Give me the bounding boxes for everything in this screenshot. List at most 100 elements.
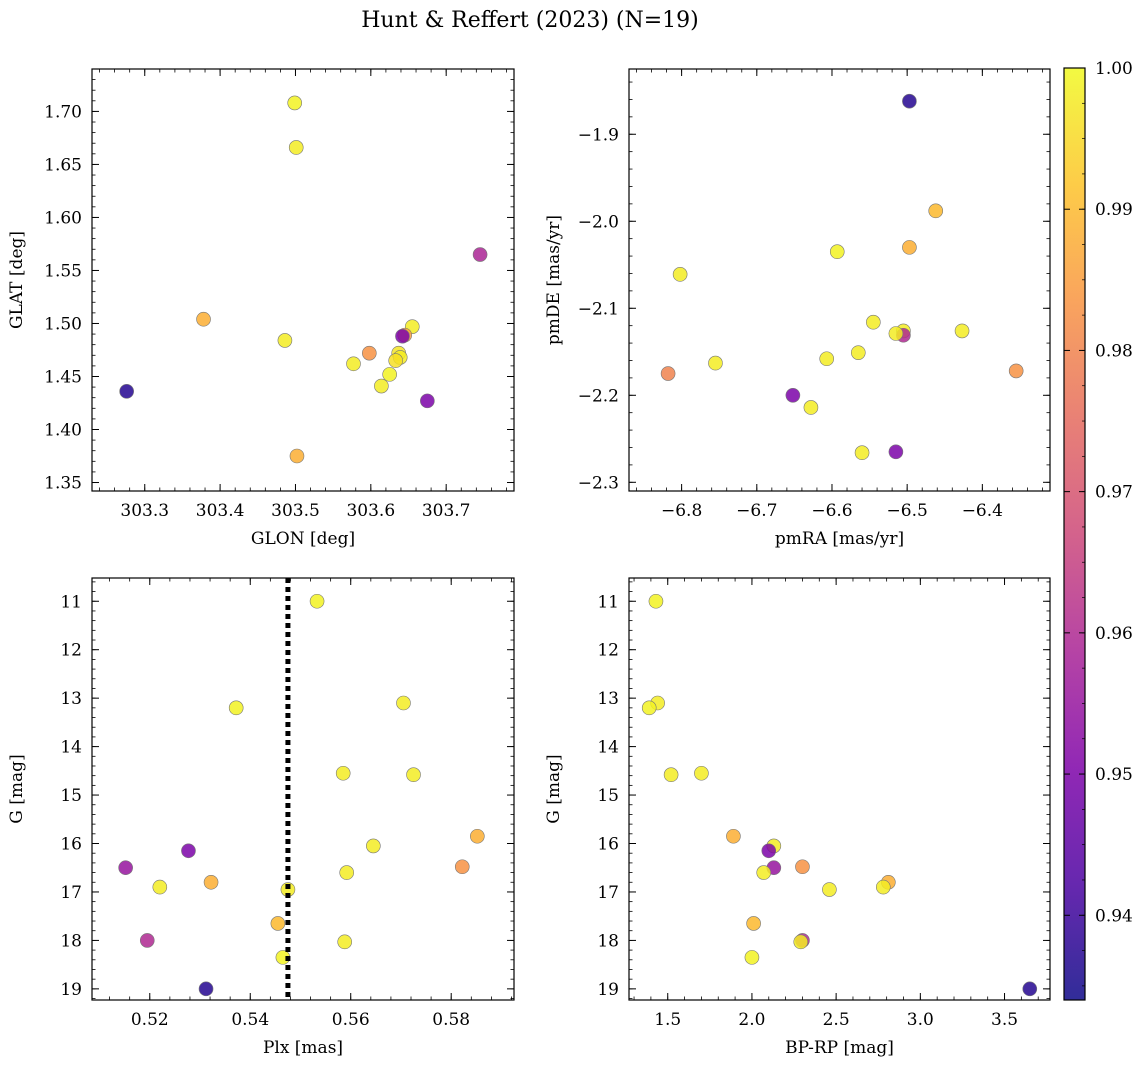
y-tick-label: 19 <box>597 980 619 1000</box>
data-point <box>382 367 397 382</box>
x-tick-label: −6.5 <box>887 501 928 521</box>
y-tick-label: 1.35 <box>44 474 82 494</box>
x-tick-label: 0.54 <box>231 1010 269 1030</box>
y-tick-label: −1.9 <box>578 125 619 145</box>
y-tick-label: 1.70 <box>44 102 82 122</box>
data-point <box>641 700 657 716</box>
x-tick-label: −6.4 <box>962 501 1003 521</box>
data-point <box>708 355 723 371</box>
data-point <box>660 366 676 381</box>
data-point <box>819 351 835 367</box>
y-tick-label: 1.65 <box>44 155 82 175</box>
y-tick-label: 16 <box>60 835 82 855</box>
y-axis-label: GLAT [deg] <box>7 231 27 329</box>
data-point <box>756 865 772 880</box>
x-tick-label: 3.5 <box>991 1010 1018 1030</box>
panel-bprp-g: 1.5 2.0 2.5 3.0 3.5 11 12 13 14 15 16 17 18 19 BP-RP [… <box>544 577 1051 1058</box>
panel-glon-glat: 303.3 303.4 303.5 303.6 303.7 1.35 1.40 1.45 1.5… <box>7 68 515 549</box>
data-point <box>198 981 214 997</box>
data-point <box>954 323 970 339</box>
data-point <box>139 933 155 948</box>
x-tick-label: 303.6 <box>346 501 395 521</box>
data-point <box>663 767 679 783</box>
data-point <box>118 860 133 876</box>
data-point <box>277 333 293 348</box>
y-tick-label: 12 <box>597 641 619 661</box>
data-point <box>888 444 904 460</box>
y-tick-label: 12 <box>60 641 82 661</box>
data-point <box>374 378 389 394</box>
x-tick-label: 0.58 <box>432 1010 470 1030</box>
x-tick-label: 303.4 <box>196 501 245 521</box>
data-point <box>366 838 381 854</box>
data-point <box>761 843 777 859</box>
y-tick-label: 14 <box>60 738 82 758</box>
data-point <box>362 345 377 361</box>
x-tick-label: −6.8 <box>661 501 702 521</box>
data-point <box>420 393 435 409</box>
scatter-panels: 303.3 303.4 303.5 303.6 303.7 1.35 1.40 1.45 1.5… <box>7 68 1051 1058</box>
axes-frame <box>91 577 515 1001</box>
data-point <box>337 934 352 950</box>
y-tick-label: 17 <box>597 883 619 903</box>
data-point <box>875 879 891 895</box>
x-tick-label: 3.0 <box>907 1010 934 1030</box>
data-point <box>746 916 761 931</box>
data-point <box>396 695 411 711</box>
y-tick-label: 16 <box>597 835 619 855</box>
data-point <box>866 314 881 330</box>
y-tick-label: 19 <box>60 980 82 1000</box>
data-point <box>289 448 305 464</box>
data-point <box>339 865 355 880</box>
y-tick-label: −2.1 <box>578 299 619 319</box>
data-point <box>648 593 664 609</box>
y-tick-label: 11 <box>60 592 82 612</box>
y-tick-label: 13 <box>60 689 82 709</box>
data-point <box>694 765 709 781</box>
data-point <box>785 387 801 403</box>
y-tick-label: 17 <box>60 883 82 903</box>
data-point <box>888 326 904 341</box>
y-tick-label: −2.2 <box>578 386 619 406</box>
data-point <box>854 445 870 461</box>
axes-frame <box>628 68 1051 492</box>
data-point <box>1022 981 1038 997</box>
y-tick-label: 1.40 <box>44 421 82 441</box>
y-tick-label: −2.0 <box>578 212 619 232</box>
x-axis-label: BP-RP [mag] <box>785 1038 894 1058</box>
y-tick-label: 15 <box>60 786 82 806</box>
data-point <box>196 311 211 327</box>
panel-plx-g: 0.52 0.54 0.56 0.58 11 12 13 14 15 16 17 18 19 Plx [m… <box>7 577 515 1058</box>
y-axis-label: G [mag] <box>544 754 564 823</box>
colorbar: 0.94 0.95 0.96 0.97 0.98 0.99 1.00 <box>1063 59 1133 1001</box>
x-tick-label: 1.5 <box>654 1010 681 1030</box>
y-tick-label: 1.60 <box>44 208 82 228</box>
data-point <box>454 859 470 875</box>
panel-pmra-pmde: −6.8 −6.7 −6.6 −6.5 −6.4 −2.3 −2.2 −2.1 −2.0 −1.9… <box>544 68 1051 549</box>
y-tick-label: 14 <box>597 738 619 758</box>
x-axis-label: Plx [mas] <box>263 1038 343 1058</box>
x-axis-label: pmRA [mas/yr] <box>775 529 904 549</box>
data-point <box>335 765 351 781</box>
axes-frame <box>91 68 515 492</box>
x-tick-label: 303.7 <box>422 501 471 521</box>
y-tick-label: 15 <box>597 786 619 806</box>
y-tick-label: 1.55 <box>44 261 82 281</box>
data-point <box>181 843 196 859</box>
y-tick-label: 18 <box>597 931 619 951</box>
x-tick-label: −6.7 <box>736 501 777 521</box>
data-point <box>902 240 917 255</box>
data-point <box>803 400 819 415</box>
colorbar-tick-label: 1.00 <box>1095 59 1133 79</box>
x-tick-label: 0.56 <box>332 1010 370 1030</box>
data-point <box>793 934 809 950</box>
data-point <box>270 916 286 931</box>
data-point <box>472 247 488 262</box>
data-point <box>470 828 485 844</box>
x-tick-label: 0.52 <box>131 1010 169 1030</box>
data-point <box>822 882 837 897</box>
x-tick-label: 2.5 <box>823 1010 850 1030</box>
y-tick-label: −2.3 <box>578 473 619 493</box>
data-point <box>744 950 760 965</box>
